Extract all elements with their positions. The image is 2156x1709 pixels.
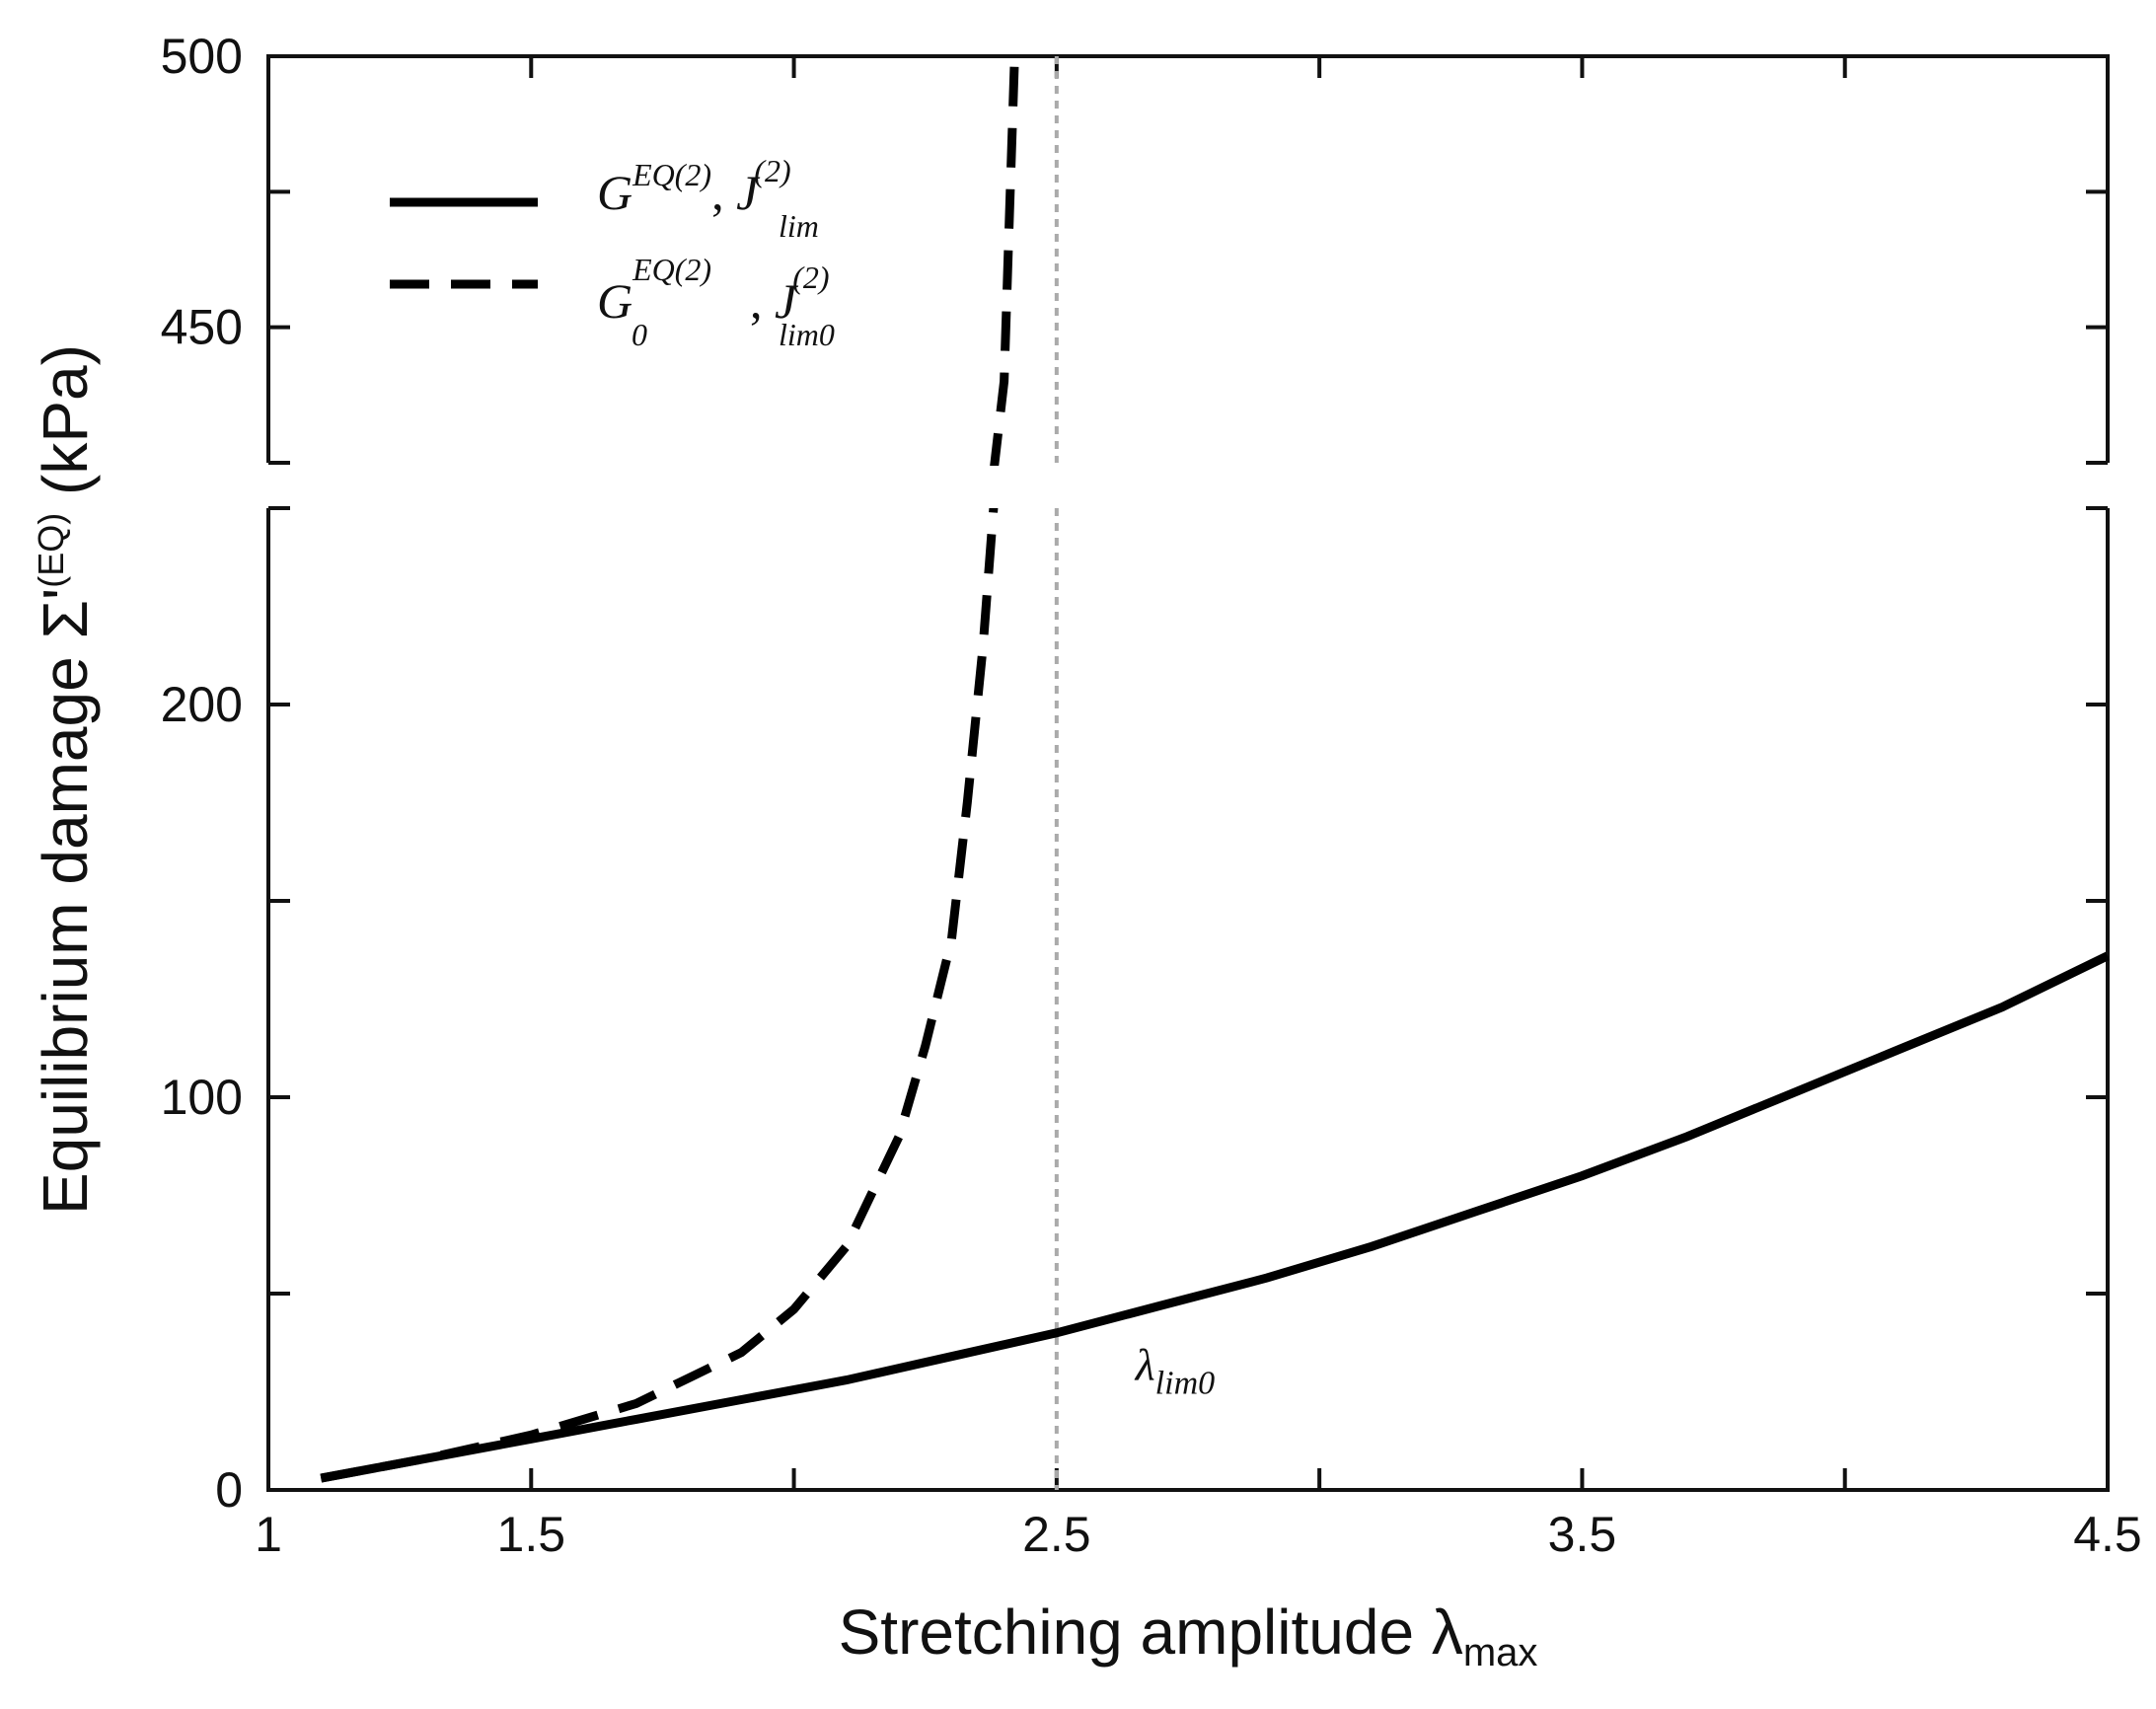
legend-solid-label: GEQ(2), J(2) lim: [597, 153, 819, 244]
x-axis-label: Stretching amplitude λmax: [839, 1597, 1538, 1674]
y-tick-label: 500: [161, 29, 243, 84]
y-tick-label: 450: [161, 300, 243, 355]
y-tick-label: 0: [215, 1462, 243, 1518]
x-tick-label: 4.5: [2073, 1507, 2142, 1562]
series-dashed-line-upper: [990, 55, 1019, 466]
upper-panel-frame: [266, 54, 2110, 463]
y-axis-label: Equilibrium damage Σ'(EQ) (kPa): [30, 344, 101, 1215]
y-tick-label: 200: [161, 677, 243, 732]
series-dashed-line-lower: [320, 508, 999, 1483]
x-tick-label: 2.5: [1022, 1507, 1091, 1562]
legend: GEQ(2), J(2) lim GEQ(2) 0, J(2) lim0: [390, 153, 835, 352]
lower-panel-frame: [266, 508, 2110, 1492]
x-tick-label: 1.5: [497, 1507, 566, 1562]
x-tick-label: 1: [255, 1507, 282, 1562]
legend-dashed-label: GEQ(2) 0, J(2) lim0: [597, 252, 835, 352]
lambda-lim0-annotation: λlim0: [1134, 1340, 1215, 1402]
series-solid-line: [320, 951, 2110, 1483]
y-tick-label: 100: [161, 1070, 243, 1125]
x-tick-label: 3.5: [1548, 1507, 1617, 1562]
